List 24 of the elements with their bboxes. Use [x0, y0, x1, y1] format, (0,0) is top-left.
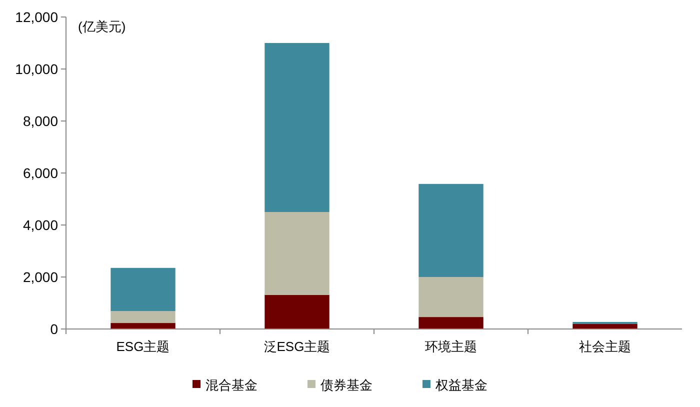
legend-label: 权益基金: [434, 378, 488, 393]
x-tick-label: 泛ESG主题: [264, 339, 330, 354]
x-tick-label: 环境主题: [425, 339, 477, 354]
bar: [264, 43, 330, 212]
bar: [418, 184, 484, 277]
bar: [264, 212, 330, 295]
y-tick-label: 4,000: [22, 216, 58, 233]
legend-label: 债券基金: [320, 378, 372, 393]
y-tick-label: 2,000: [22, 268, 58, 285]
bar: [418, 277, 484, 318]
legend-label: 混合基金: [206, 378, 258, 393]
y-tick-label: 12,000: [15, 8, 58, 25]
bar: [418, 317, 484, 329]
y-axis-title: (亿美元): [78, 19, 126, 34]
x-tick-label: ESG主题: [116, 339, 170, 354]
y-tick-label: 10,000: [15, 60, 58, 77]
bar: [110, 323, 176, 329]
y-tick-label: 6,000: [22, 164, 58, 181]
bar: [264, 294, 330, 329]
y-tick-label: 8,000: [22, 112, 58, 129]
bar: [110, 311, 176, 324]
y-tick-label: 0: [50, 320, 58, 337]
bar: [110, 268, 176, 312]
x-tick-label: 社会主题: [579, 339, 631, 354]
